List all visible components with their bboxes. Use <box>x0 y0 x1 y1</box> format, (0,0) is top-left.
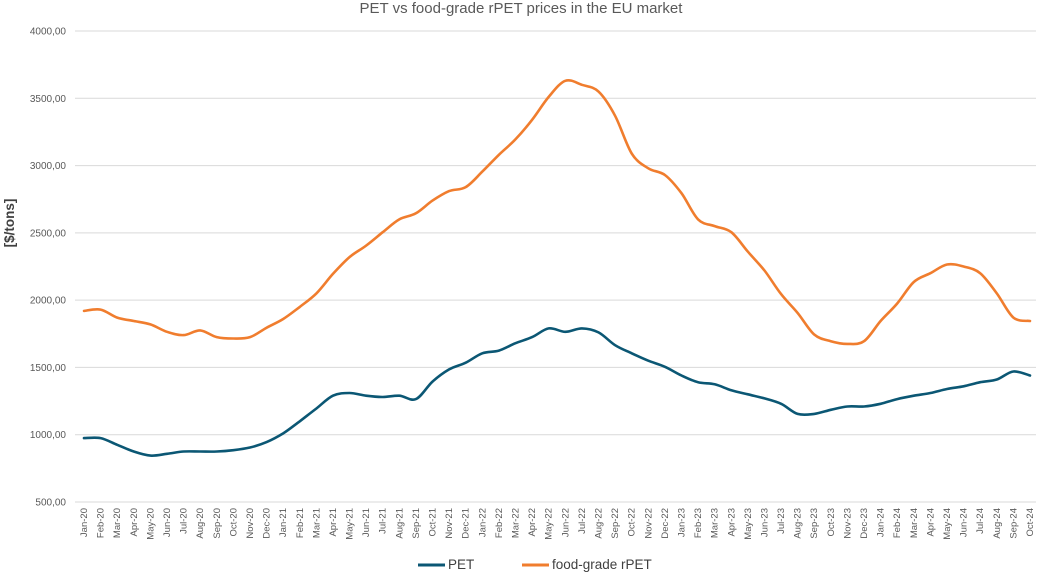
legend-label-rpet: food-grade rPET <box>552 557 652 572</box>
x-tick-label: Dec-23 <box>859 508 870 539</box>
x-tick-label: Oct-24 <box>1025 508 1036 537</box>
x-tick-label: May-24 <box>942 508 953 540</box>
x-tick-label: Sep-20 <box>212 508 223 539</box>
y-axis-label: [$/tons] <box>2 199 17 248</box>
x-tick-label: Feb-23 <box>693 508 704 538</box>
x-tick-label: Nov-21 <box>444 508 455 539</box>
x-tick-label: Jan-24 <box>876 508 887 537</box>
x-tick-label: Jan-23 <box>676 508 687 537</box>
x-tick-label: Aug-24 <box>992 508 1003 539</box>
series-lines <box>82 79 1032 457</box>
x-tick-label: Oct-21 <box>428 508 439 537</box>
legend: PET food-grade rPET <box>418 557 652 572</box>
x-tick-label: Oct-23 <box>826 508 837 537</box>
x-tick-label: Apr-24 <box>925 508 936 537</box>
x-tick-label: May-20 <box>145 508 156 540</box>
x-tick-label: Jun-23 <box>759 508 770 537</box>
chart-title: PET vs food-grade rPET prices in the EU … <box>360 0 684 17</box>
x-axis-ticks: Jan-20 Feb-20 Mar-20 Apr-20 May-20 Jun-20 Jul-… <box>79 508 1036 540</box>
x-tick-label: Apr-23 <box>726 508 737 537</box>
x-tick-label: Jun-24 <box>959 508 970 537</box>
x-tick-label: Feb-21 <box>295 508 306 538</box>
x-tick-label: Feb-20 <box>96 508 107 538</box>
x-tick-label: Oct-20 <box>228 508 239 537</box>
x-tick-label: Jun-22 <box>560 508 571 537</box>
y-tick-label: 2000,00 <box>30 296 67 307</box>
x-tick-label: May-22 <box>544 508 555 540</box>
x-tick-label: May-21 <box>345 508 356 540</box>
x-tick-label: Jul-21 <box>378 508 389 534</box>
gridlines <box>75 30 1036 503</box>
x-tick-label: Jul-22 <box>577 508 588 534</box>
x-tick-label: Jan-20 <box>79 508 90 537</box>
x-tick-label: Mar-23 <box>710 508 721 538</box>
x-tick-label: Sep-22 <box>610 508 621 539</box>
x-tick-label: Sep-21 <box>411 508 422 539</box>
x-tick-label: Mar-22 <box>511 508 522 538</box>
x-tick-label: Sep-23 <box>809 508 820 539</box>
x-tick-label: Jul-23 <box>776 508 787 534</box>
y-axis-ticks: 500,00 1000,00 1500,00 2000,00 2500,00 3000,0… <box>30 27 67 509</box>
y-tick-label: 3500,00 <box>30 94 67 105</box>
y-tick-label: 2500,00 <box>30 228 67 239</box>
x-tick-label: Mar-24 <box>909 508 920 538</box>
x-tick-label: Nov-23 <box>842 508 853 539</box>
x-tick-label: Mar-21 <box>311 508 322 538</box>
x-tick-label: Jan-22 <box>477 508 488 537</box>
x-tick-label: Dec-20 <box>262 508 273 539</box>
x-tick-label: Jul-24 <box>975 508 986 534</box>
series-line-rpet <box>82 79 1032 346</box>
x-tick-label: May-23 <box>743 508 754 540</box>
y-tick-label: 3000,00 <box>30 161 67 172</box>
x-tick-label: Feb-24 <box>892 508 903 538</box>
x-tick-label: Apr-20 <box>129 508 140 537</box>
x-tick-label: Jan-21 <box>278 508 289 537</box>
x-tick-label: Nov-20 <box>245 508 256 539</box>
x-tick-label: Sep-24 <box>1008 508 1019 539</box>
x-tick-label: Dec-21 <box>461 508 472 539</box>
legend-label-pet: PET <box>448 557 474 572</box>
x-tick-label: Aug-22 <box>593 508 604 539</box>
x-tick-label: Aug-23 <box>793 508 804 539</box>
x-tick-label: Dec-22 <box>660 508 671 539</box>
x-tick-label: Aug-20 <box>195 508 206 539</box>
x-tick-label: Mar-20 <box>112 508 123 538</box>
x-tick-label: Apr-21 <box>328 508 339 537</box>
y-tick-label: 1000,00 <box>30 430 67 441</box>
x-tick-label: Oct-22 <box>627 508 638 537</box>
x-tick-label: Apr-22 <box>527 508 538 537</box>
x-tick-label: Jul-20 <box>179 508 190 534</box>
y-tick-label: 500,00 <box>35 498 66 509</box>
series-line-pet <box>82 326 1032 457</box>
x-tick-label: Jun-20 <box>162 508 173 537</box>
x-tick-label: Jun-21 <box>361 508 372 537</box>
x-tick-label: Feb-22 <box>494 508 505 538</box>
x-tick-label: Aug-21 <box>394 508 405 539</box>
x-tick-label: Nov-22 <box>643 508 654 539</box>
y-tick-label: 4000,00 <box>30 27 67 38</box>
y-tick-label: 1500,00 <box>30 363 67 374</box>
